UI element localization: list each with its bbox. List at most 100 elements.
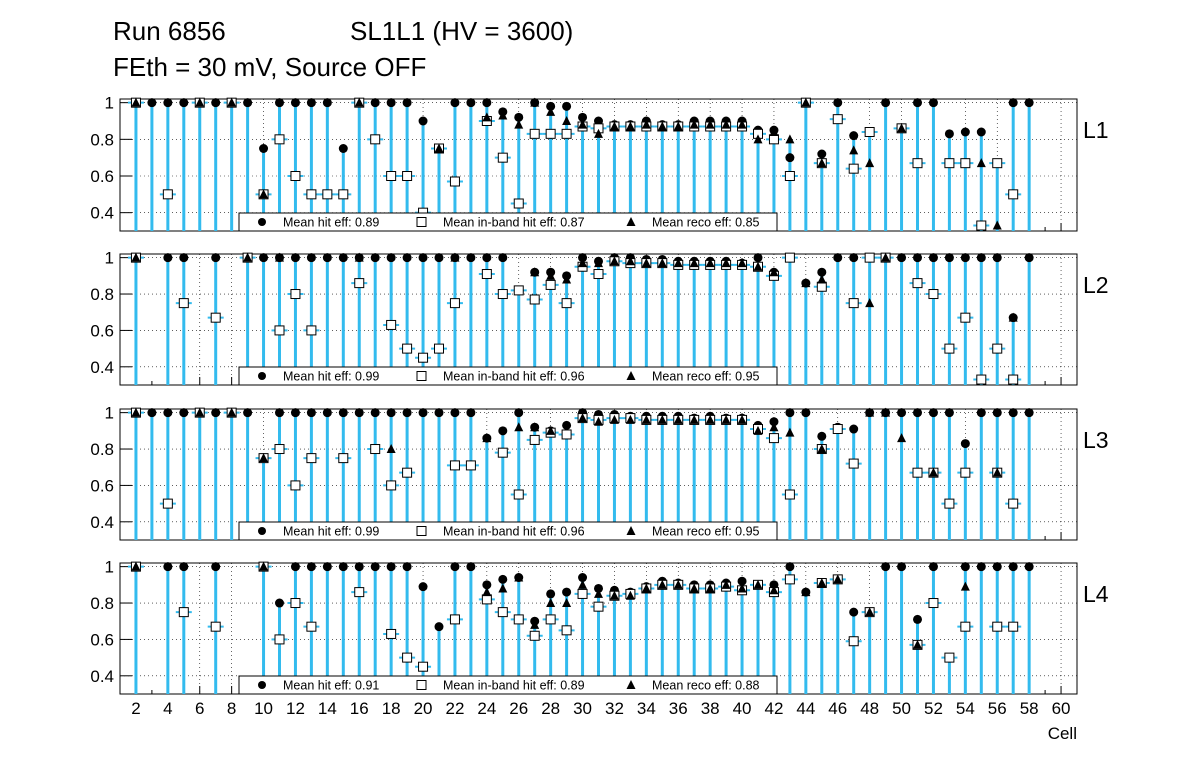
inband-eff-point (449, 176, 460, 187)
hit-eff-point (1024, 408, 1034, 418)
reco-eff-point (849, 145, 859, 155)
inband-eff-point (944, 158, 955, 169)
inband-eff-point (178, 298, 189, 309)
inband-eff-point (497, 447, 508, 458)
hit-eff-point (562, 587, 572, 597)
reco-eff-point (689, 414, 699, 424)
inband-eff-point (960, 467, 971, 478)
x-tick-label: 50 (892, 699, 911, 718)
hit-eff-point (322, 253, 332, 263)
hit-eff-point (338, 144, 348, 153)
hit-eff-point (578, 112, 588, 122)
reco-eff-point (801, 97, 811, 107)
legend-inband-marker (416, 680, 427, 690)
reco-eff-point (594, 258, 603, 268)
hit-eff-point (211, 562, 221, 572)
hit-eff-point (147, 408, 157, 418)
hit-eff-point (306, 98, 316, 108)
reco-eff-point (386, 444, 396, 454)
inband-eff-point (545, 614, 556, 625)
legend-reco-marker (626, 371, 636, 380)
inband-eff-point (210, 312, 221, 323)
reco-eff-point (562, 116, 572, 125)
inband-eff-point (768, 134, 779, 145)
inband-eff-point (370, 444, 381, 455)
hit-eff-point (179, 253, 189, 263)
reco-eff-point (865, 158, 875, 168)
reco-eff-point (562, 598, 572, 608)
legend-hit-marker (258, 527, 266, 535)
hit-eff-point (370, 98, 380, 108)
legend-hit-marker (258, 372, 266, 380)
hit-eff-point (386, 253, 396, 263)
hit-eff-point (785, 408, 795, 418)
hit-eff-point (992, 253, 1002, 263)
hit-eff-point (306, 253, 316, 263)
inband-eff-point (418, 352, 429, 363)
y-tick-label: 0.8 (90, 594, 114, 613)
x-tick-label: 60 (1052, 699, 1071, 718)
hit-eff-point (179, 562, 189, 572)
hit-eff-point (833, 98, 843, 108)
inband-eff-point (386, 480, 397, 491)
reco-eff-point (817, 274, 827, 284)
inband-eff-point (784, 171, 795, 181)
hit-eff-point (913, 98, 922, 108)
hit-eff-point (944, 129, 954, 139)
legend-entry: Mean reco eff: 0.85 (652, 216, 760, 230)
hit-eff-point (179, 98, 189, 108)
inband-eff-point (274, 134, 285, 145)
inband-eff-point (593, 601, 604, 612)
y-tick-label: 0.8 (90, 440, 114, 459)
inband-eff-point (162, 189, 173, 200)
inband-eff-point (832, 424, 843, 435)
reco-eff-point (689, 258, 699, 268)
inband-eff-point (274, 325, 285, 336)
x-tick-label: 14 (318, 699, 337, 718)
reco-eff-point (609, 414, 619, 424)
reco-eff-point (578, 258, 588, 268)
inband-eff-point (928, 289, 939, 300)
inband-eff-point (513, 285, 524, 296)
hit-eff-point (928, 562, 938, 572)
x-tick-label: 58 (1020, 699, 1039, 718)
reco-eff-point (259, 561, 269, 571)
hit-eff-point (434, 622, 444, 632)
reco-eff-point (769, 127, 779, 136)
y-tick-label: 0.4 (90, 204, 114, 223)
reco-eff-point (753, 425, 763, 435)
reco-eff-point (641, 258, 651, 268)
inband-eff-point (593, 269, 604, 280)
inband-eff-point (290, 171, 301, 181)
hit-eff-point (418, 582, 428, 592)
inband-eff-point (465, 460, 476, 471)
hit-eff-point (306, 408, 316, 418)
hit-eff-point (817, 149, 827, 159)
reco-eff-point (514, 572, 524, 582)
legend-inband-marker (416, 526, 427, 536)
hit-eff-point (1024, 253, 1034, 263)
y-tick-label: 0.6 (90, 476, 114, 495)
reco-eff-point (578, 579, 588, 589)
reco-eff-point (578, 413, 588, 423)
inband-eff-point (545, 279, 556, 290)
hit-eff-point (928, 253, 938, 263)
inband-eff-point (497, 607, 508, 618)
reco-eff-point (609, 121, 619, 131)
reco-eff-point (227, 407, 237, 417)
hit-eff-point (817, 431, 827, 441)
reco-eff-point (195, 97, 205, 107)
reco-eff-point (673, 258, 683, 268)
hit-eff-point (418, 408, 428, 418)
hit-eff-point (960, 127, 970, 137)
reco-eff-point (594, 416, 603, 426)
inband-eff-point (418, 661, 429, 672)
reco-eff-point (673, 121, 683, 131)
hit-eff-point (578, 253, 588, 263)
x-tick-label: 4 (163, 699, 172, 718)
inband-eff-point (992, 158, 1003, 169)
inband-eff-point (944, 498, 955, 509)
y-tick-label: 0.6 (90, 321, 114, 340)
hit-eff-point (578, 573, 588, 583)
legend-entry: Mean in-band hit eff: 0.89 (443, 679, 585, 693)
